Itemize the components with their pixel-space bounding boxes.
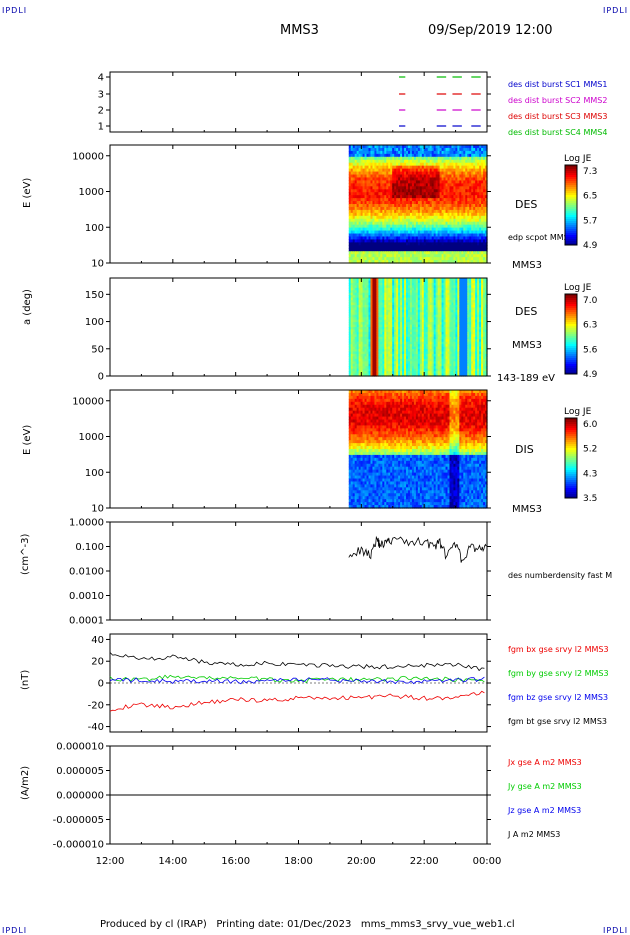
availability-legend-entry: des dist burst SC3 MMS3	[508, 112, 607, 121]
colorbar-title: Log JE	[564, 154, 592, 164]
des-energy-label: DES	[515, 198, 537, 211]
des-pitch-heatmap	[349, 278, 488, 377]
availability-legend-entry: des dist burst SC4 MMS4	[508, 128, 607, 137]
des-energy-heatmap	[349, 145, 488, 264]
des-energy-y-label: E (eV)	[22, 178, 33, 208]
des-energy-y-tick-label: 10	[91, 259, 104, 270]
colorbar-tick-label: 5.7	[583, 216, 597, 226]
availability-y-tick-label: 2	[98, 106, 104, 117]
availability-legend-entry: des dist burst SC2 MMS2	[508, 96, 607, 105]
des-energy-scpot-label: edp scpot MMS3	[508, 233, 574, 242]
availability-y-tick-label: 3	[98, 90, 104, 101]
availability-frame	[110, 72, 487, 132]
availability-y-tick-label: 4	[98, 73, 104, 84]
des-energy-colorbar	[565, 165, 577, 246]
colorbar-tick-label: 6.5	[583, 192, 597, 202]
des-energy-y-tick-label: 1000	[79, 187, 104, 198]
availability-y-tick-label: 1	[98, 122, 104, 133]
des-energy-mms-label: MMS3	[512, 260, 542, 271]
colorbar-tick-label: 4.9	[583, 241, 598, 251]
colorbar-tick-label: 7.3	[583, 167, 597, 177]
des-energy-y-tick-label: 100	[85, 223, 104, 234]
availability-legend-entry: des dist burst SC1 MMS1	[508, 80, 607, 89]
des-energy-y-tick-label: 10000	[72, 151, 104, 162]
